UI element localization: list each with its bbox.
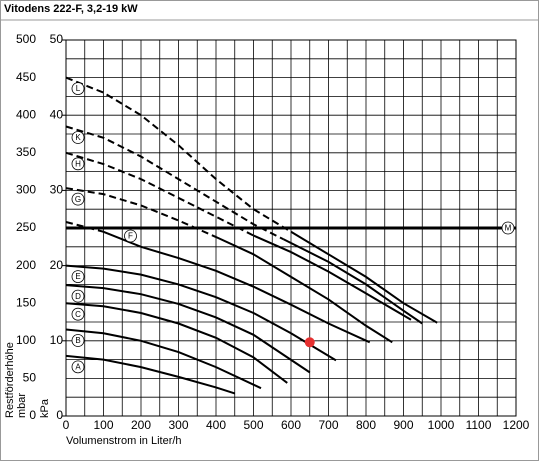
curve-label-circle bbox=[71, 82, 85, 95]
x-tick-label: 1000 bbox=[428, 418, 455, 432]
curve-label: K bbox=[75, 133, 81, 142]
y-tick-label: 400 bbox=[16, 107, 36, 121]
curve-label-circle bbox=[71, 334, 85, 347]
curve bbox=[65, 284, 311, 374]
curve-label-circle bbox=[71, 131, 85, 144]
x-axis-label: Volumenstrom in Liter/h bbox=[66, 435, 182, 447]
y2-tick-label: 50 bbox=[50, 32, 64, 46]
y-tick-label: 0 bbox=[29, 408, 36, 422]
curve-dashed bbox=[65, 76, 292, 233]
y2-tick-label: 40 bbox=[50, 107, 64, 121]
curve bbox=[103, 230, 371, 344]
curve-dashed bbox=[65, 125, 284, 241]
x-tick-label: 800 bbox=[356, 418, 376, 432]
curve-label: M bbox=[505, 224, 512, 233]
curve-dashed bbox=[65, 221, 104, 233]
y-axis-unit: mbar bbox=[16, 393, 28, 418]
y-axis-label: Restförderhöhe bbox=[4, 342, 16, 418]
x-tick-label: 0 bbox=[63, 418, 70, 432]
y2-tick-label: 10 bbox=[50, 333, 64, 347]
x-tick-label: 1100 bbox=[466, 418, 492, 432]
x-tick-label: 200 bbox=[131, 418, 151, 432]
curve-label: F bbox=[128, 232, 133, 241]
curve bbox=[215, 236, 393, 344]
curve bbox=[65, 328, 262, 390]
curve-label-circle bbox=[71, 307, 85, 321]
curve bbox=[65, 264, 337, 362]
curve-label-circle bbox=[71, 157, 85, 171]
y-tick-label: 500 bbox=[16, 32, 36, 46]
curve-label: H bbox=[75, 159, 81, 168]
curve-label: G bbox=[75, 195, 81, 204]
curve bbox=[65, 354, 236, 395]
y-tick-label: 300 bbox=[16, 183, 36, 197]
curve-label: B bbox=[75, 336, 80, 345]
y2-tick-label: 0 bbox=[56, 408, 63, 422]
curve-label: E bbox=[75, 272, 80, 281]
curve-label-circle bbox=[71, 360, 85, 374]
y2-axis-label: kPa bbox=[39, 398, 51, 418]
x-tick-label: 500 bbox=[243, 418, 263, 432]
curve bbox=[283, 238, 423, 325]
y2-tick-label: 30 bbox=[50, 183, 64, 197]
x-tick-label: 900 bbox=[393, 418, 413, 432]
curve-label: A bbox=[75, 362, 81, 371]
curve-label: L bbox=[76, 84, 81, 93]
y2-tick-label: 20 bbox=[50, 258, 64, 272]
chart-title: Vitodens 222-F, 3,2-19 kW bbox=[4, 3, 138, 15]
curve bbox=[290, 230, 438, 324]
x-tick-label: 100 bbox=[93, 418, 113, 432]
y-tick-label: 150 bbox=[16, 295, 36, 309]
x-tick-label: 1200 bbox=[503, 418, 530, 432]
x-tick-label: 400 bbox=[206, 418, 226, 432]
x-tick-label: 300 bbox=[168, 418, 188, 432]
curve-dashed bbox=[65, 151, 254, 237]
curve-label-circle bbox=[501, 221, 515, 235]
curve bbox=[65, 302, 288, 384]
curve-label: D bbox=[75, 292, 81, 301]
y-tick-label: 350 bbox=[16, 145, 36, 159]
curve-label-circle bbox=[71, 289, 85, 303]
y-tick-label: 450 bbox=[16, 70, 36, 84]
curve bbox=[253, 234, 412, 321]
curve-label-circle bbox=[71, 270, 85, 284]
curve-label: C bbox=[75, 310, 81, 319]
y-tick-label: 100 bbox=[16, 333, 36, 347]
operating-point bbox=[304, 337, 315, 348]
x-tick-label: 700 bbox=[318, 418, 338, 432]
y-tick-label: 50 bbox=[23, 371, 37, 385]
y-tick-label: 250 bbox=[16, 220, 36, 234]
curve-dashed bbox=[65, 187, 217, 238]
curve-label-circle bbox=[124, 229, 137, 243]
curve-label-circle bbox=[71, 192, 85, 206]
x-tick-label: 600 bbox=[281, 418, 301, 432]
y-tick-label: 200 bbox=[16, 258, 36, 272]
